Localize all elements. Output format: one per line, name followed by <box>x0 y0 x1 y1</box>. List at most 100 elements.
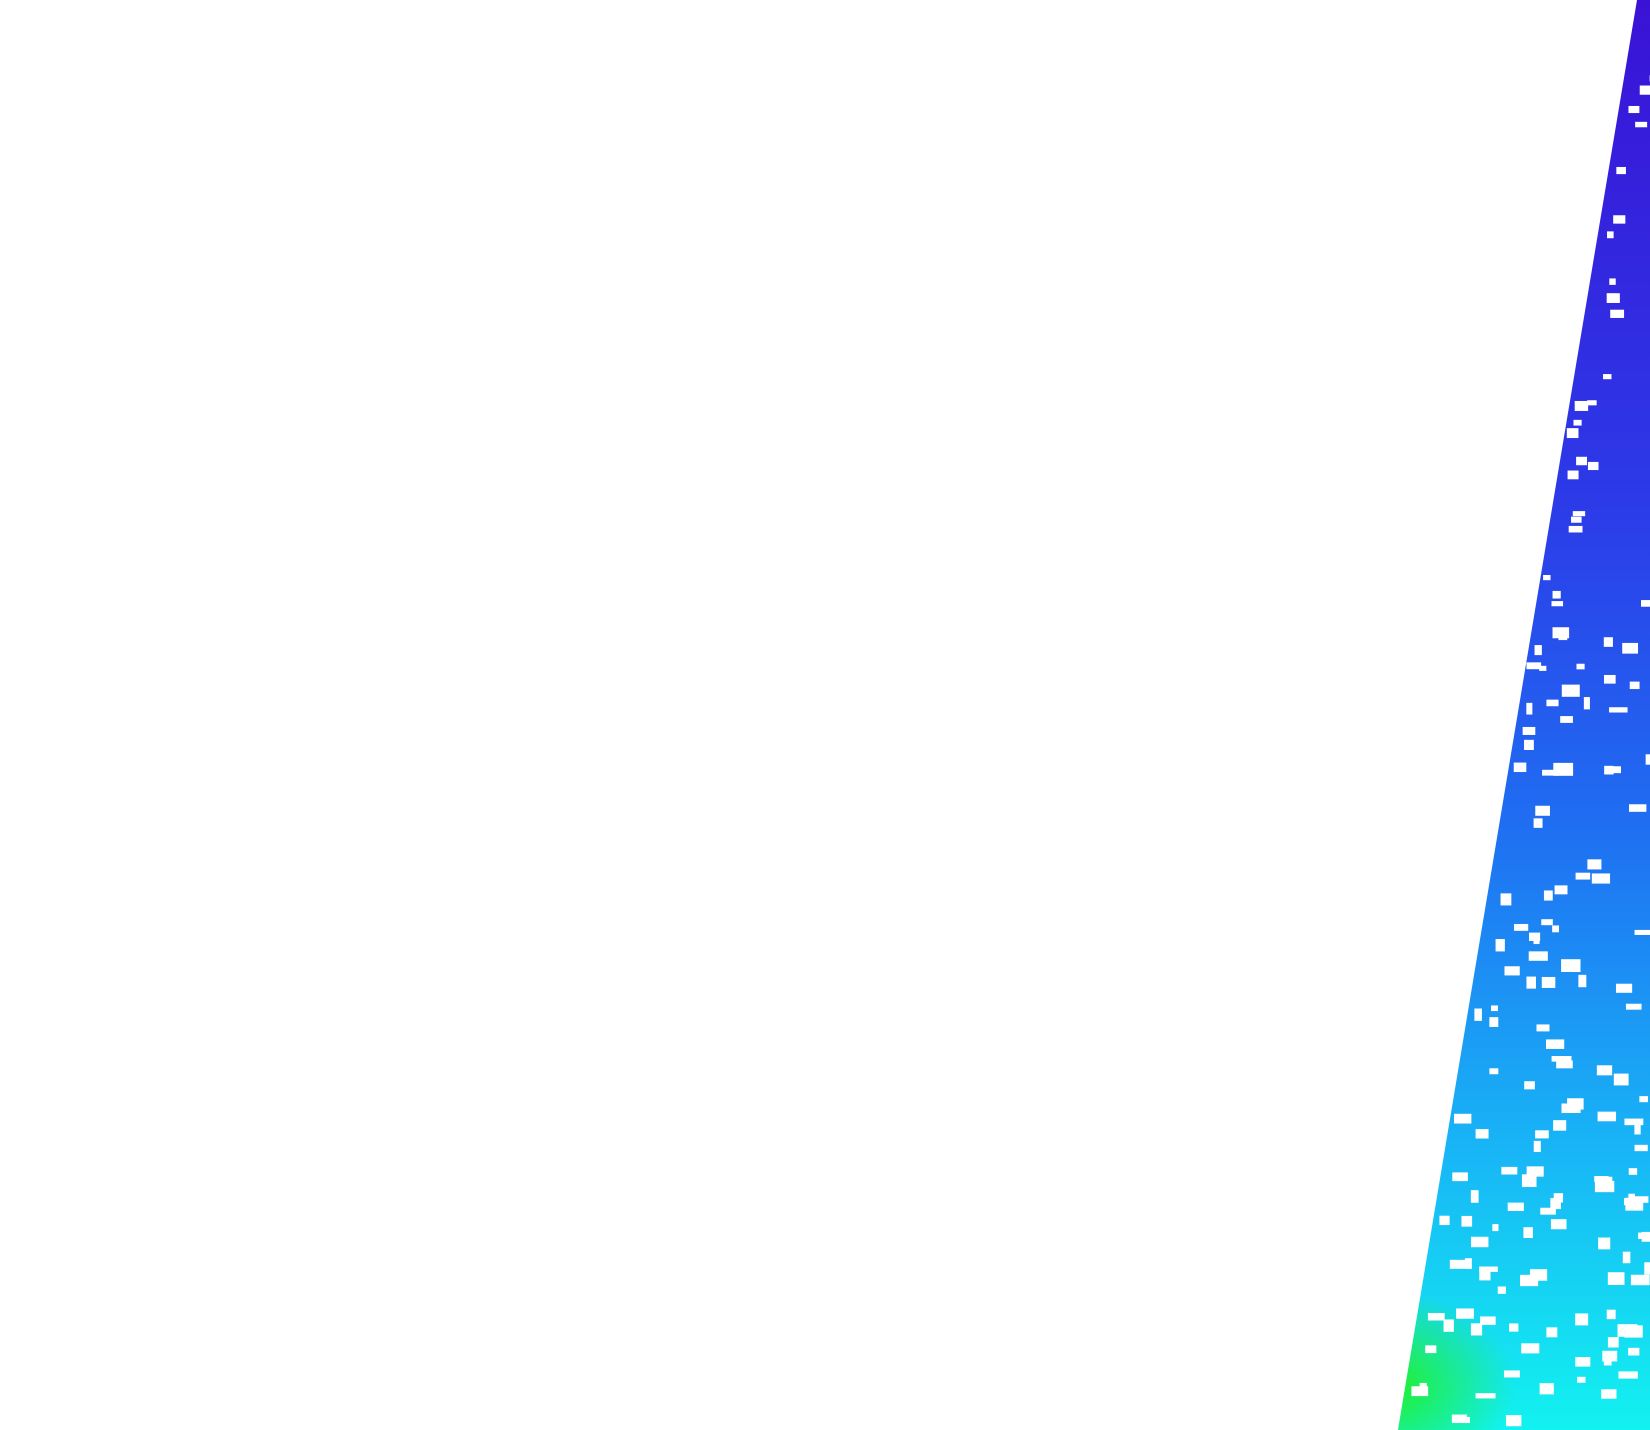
no-data-speck <box>1606 1309 1616 1320</box>
no-data-speck <box>1526 702 1533 715</box>
no-data-speck <box>1625 1003 1642 1010</box>
no-data-speck <box>1427 1312 1445 1321</box>
no-data-speck <box>1449 1259 1469 1269</box>
no-data-speck <box>1597 1111 1617 1122</box>
no-data-speck <box>1471 1236 1489 1248</box>
no-data-speck <box>1535 805 1550 816</box>
no-data-speck <box>1587 859 1602 870</box>
no-data-speck <box>1501 1166 1518 1175</box>
no-data-speck <box>1521 1174 1537 1188</box>
no-data-speck <box>1628 105 1640 114</box>
no-data-speck <box>1610 766 1621 774</box>
no-data-speck <box>1574 400 1589 411</box>
no-data-speck <box>1567 470 1579 480</box>
no-data-speck <box>1628 804 1647 812</box>
no-data-speck <box>1546 699 1559 707</box>
no-data-speck <box>1470 1323 1483 1336</box>
no-data-speck <box>1533 818 1543 828</box>
no-data-speck <box>1645 754 1650 765</box>
no-data-speck <box>1536 1024 1550 1032</box>
no-data-speck <box>1523 1227 1533 1239</box>
no-data-speck <box>1610 309 1625 318</box>
no-data-speck <box>1615 983 1633 993</box>
no-data-speck <box>1561 684 1580 697</box>
no-data-speck <box>1628 1347 1640 1356</box>
no-data-speck <box>1550 1219 1567 1230</box>
no-data-speck <box>1451 1414 1467 1423</box>
no-data-speck <box>1540 1207 1556 1215</box>
no-data-speck <box>1534 645 1542 656</box>
no-data-speck <box>1641 600 1650 607</box>
no-data-speck <box>1601 1389 1617 1399</box>
satellite-swath <box>1398 0 1650 1430</box>
no-data-speck <box>1495 939 1505 952</box>
no-data-speck <box>1522 726 1536 735</box>
no-data-specks <box>1411 75 1650 1427</box>
no-data-speck <box>1464 1258 1472 1270</box>
no-data-speck <box>1553 1120 1567 1131</box>
no-data-speck <box>1551 601 1564 607</box>
no-data-speck <box>1560 716 1573 723</box>
no-data-speck <box>1635 121 1648 128</box>
no-data-speck <box>1607 1272 1625 1285</box>
no-data-speck <box>1572 511 1586 517</box>
swath-fill <box>1398 0 1650 1430</box>
no-data-speck <box>1573 419 1582 426</box>
no-data-speck <box>1575 1356 1591 1367</box>
no-data-speck <box>1641 1231 1650 1242</box>
no-data-speck <box>1541 919 1553 926</box>
no-data-speck <box>1535 1130 1549 1139</box>
no-data-speck <box>1576 663 1585 670</box>
no-data-speck <box>1558 634 1568 641</box>
no-data-speck <box>1503 1370 1520 1378</box>
no-data-speck <box>1596 1065 1613 1076</box>
no-data-speck <box>1526 662 1542 670</box>
no-data-speck <box>1630 1274 1650 1286</box>
no-data-speck <box>1509 1323 1519 1332</box>
no-data-speck <box>1550 1198 1561 1210</box>
no-data-speck <box>1587 461 1599 471</box>
no-data-speck <box>1598 1237 1611 1250</box>
no-data-speck <box>1575 1313 1589 1326</box>
no-data-speck <box>1575 872 1591 880</box>
no-data-speck <box>1521 1343 1540 1354</box>
no-data-speck <box>1470 1190 1479 1203</box>
no-data-speck <box>1505 1415 1522 1427</box>
no-data-speck <box>1639 1096 1649 1103</box>
no-data-speck <box>1526 976 1536 989</box>
no-data-speck <box>1529 932 1541 942</box>
no-data-speck <box>1539 1383 1554 1395</box>
no-data-speck <box>1513 923 1529 931</box>
no-data-speck <box>1603 637 1613 647</box>
no-data-speck <box>1419 1382 1427 1391</box>
no-data-speck <box>1528 951 1548 961</box>
no-data-speck <box>1622 642 1639 654</box>
no-data-speck <box>1618 1371 1638 1379</box>
no-data-speck <box>1546 1039 1565 1049</box>
no-data-speck <box>1607 1337 1619 1348</box>
no-data-speck <box>1475 1393 1496 1399</box>
no-data-speck <box>1492 1224 1499 1232</box>
no-data-speck <box>1566 428 1579 439</box>
no-data-speck <box>1475 1129 1489 1139</box>
no-data-speck <box>1603 374 1612 380</box>
no-data-speck <box>1594 1180 1615 1193</box>
no-data-speck <box>1629 681 1640 690</box>
no-data-speck <box>1546 1327 1558 1338</box>
no-data-speck <box>1542 769 1560 776</box>
no-data-speck <box>1479 1266 1498 1272</box>
no-data-speck <box>1603 674 1616 684</box>
no-data-speck <box>1456 1308 1474 1319</box>
no-data-speck <box>1634 1122 1641 1135</box>
no-data-speck <box>1617 1324 1638 1337</box>
no-data-speck <box>1543 575 1551 581</box>
no-data-speck <box>1577 1376 1586 1383</box>
no-data-speck <box>1533 1140 1541 1153</box>
no-data-speck <box>1613 1073 1629 1086</box>
no-data-speck <box>1411 1386 1429 1397</box>
no-data-speck <box>1630 1196 1649 1203</box>
no-data-speck <box>1606 293 1620 303</box>
no-data-speck <box>1500 893 1512 906</box>
no-data-speck <box>1513 762 1527 773</box>
